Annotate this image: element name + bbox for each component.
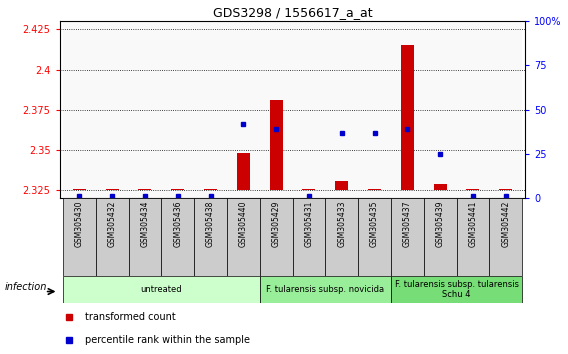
Bar (457, 21, 489, 198)
Bar (63, 276, 260, 303)
Bar (237, 153, 250, 190)
Bar (358, 21, 391, 198)
Bar (293, 198, 325, 276)
Bar (335, 181, 348, 190)
Text: percentile rank within the sample: percentile rank within the sample (85, 335, 250, 345)
Bar (227, 198, 260, 276)
Bar (401, 45, 414, 190)
Text: F. tularensis subsp. tularensis
Schu 4: F. tularensis subsp. tularensis Schu 4 (395, 280, 519, 299)
Bar (161, 21, 194, 198)
Text: GSM305439: GSM305439 (436, 201, 445, 247)
Text: GSM305429: GSM305429 (272, 201, 281, 247)
Bar (424, 198, 457, 276)
Bar (63, 21, 96, 198)
Bar (128, 198, 161, 276)
Bar (358, 198, 391, 276)
Bar (368, 189, 381, 190)
Bar (391, 21, 424, 198)
Bar (96, 198, 128, 276)
Text: GSM305441: GSM305441 (469, 201, 478, 247)
Bar (391, 198, 424, 276)
Bar (73, 189, 86, 190)
Text: GSM305434: GSM305434 (140, 201, 149, 247)
Text: GSM305442: GSM305442 (501, 201, 510, 247)
Text: GSM305431: GSM305431 (304, 201, 314, 247)
Text: GSM305432: GSM305432 (107, 201, 116, 247)
Text: GSM305433: GSM305433 (337, 201, 346, 247)
Bar (457, 198, 489, 276)
Bar (161, 198, 194, 276)
Bar (466, 189, 479, 190)
Bar (227, 21, 260, 198)
Bar (433, 184, 446, 190)
Bar (194, 198, 227, 276)
Bar (128, 21, 161, 198)
Text: GSM305437: GSM305437 (403, 201, 412, 247)
Bar (489, 198, 522, 276)
Text: GSM305436: GSM305436 (173, 201, 182, 247)
Bar (139, 189, 152, 190)
Bar (391, 276, 522, 303)
Text: GSM305430: GSM305430 (75, 201, 84, 247)
Bar (424, 21, 457, 198)
Bar (194, 21, 227, 198)
Title: GDS3298 / 1556617_a_at: GDS3298 / 1556617_a_at (212, 6, 373, 19)
Bar (293, 21, 325, 198)
Text: infection: infection (5, 282, 47, 292)
Text: F. tularensis subsp. novicida: F. tularensis subsp. novicida (266, 285, 385, 294)
Bar (171, 189, 184, 190)
Text: GSM305435: GSM305435 (370, 201, 379, 247)
Bar (96, 21, 128, 198)
Bar (302, 189, 315, 190)
Bar (325, 21, 358, 198)
Bar (260, 198, 293, 276)
Text: untreated: untreated (140, 285, 182, 294)
Bar (63, 198, 96, 276)
Bar (204, 189, 217, 190)
Bar (106, 189, 119, 190)
Bar (270, 100, 283, 190)
Bar (260, 276, 391, 303)
Bar (489, 21, 522, 198)
Text: transformed count: transformed count (85, 312, 176, 322)
Text: GSM305438: GSM305438 (206, 201, 215, 247)
Bar (499, 189, 512, 190)
Text: GSM305440: GSM305440 (239, 201, 248, 247)
Bar (325, 198, 358, 276)
Bar (260, 21, 293, 198)
